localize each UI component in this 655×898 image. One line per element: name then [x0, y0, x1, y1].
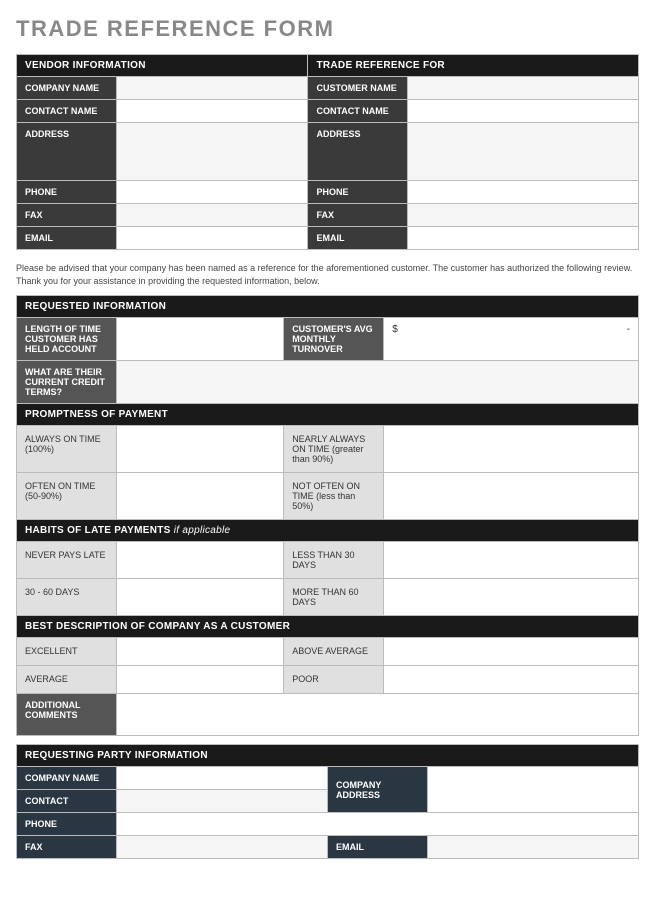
reference-section-header: TRADE REFERENCE FOR	[308, 55, 639, 77]
vendor-fax-value[interactable]	[117, 204, 308, 227]
req-email-label: EMAIL	[328, 836, 428, 859]
desc-poor-value[interactable]	[384, 666, 639, 694]
promptness-section-header: PROMPTNESS OF PAYMENT	[17, 404, 639, 426]
req-email-value[interactable]	[428, 836, 639, 859]
vendor-fax-label: FAX	[17, 204, 117, 227]
credit-terms-label: WHAT ARE THEIR CURRENT CREDIT TERMS?	[17, 361, 117, 404]
prompt-often-value[interactable]	[117, 473, 284, 520]
ref-phone-value[interactable]	[408, 181, 639, 204]
ref-email-label: EMAIL	[308, 227, 408, 250]
prompt-notoften-value[interactable]	[384, 473, 639, 520]
req-address-value[interactable]	[428, 767, 639, 813]
req-fax-label: FAX	[17, 836, 117, 859]
req-company-value[interactable]	[117, 767, 328, 790]
prompt-nearly-label: NEARLY ALWAYS ON TIME (greater than 90%)	[284, 426, 384, 473]
vendor-section-header: VENDOR INFORMATION	[17, 55, 308, 77]
ref-email-value[interactable]	[408, 227, 639, 250]
desc-average-label: AVERAGE	[17, 666, 117, 694]
vendor-reference-table: VENDOR INFORMATION TRADE REFERENCE FOR C…	[16, 54, 639, 250]
credit-terms-value[interactable]	[117, 361, 639, 404]
vendor-address-label: ADDRESS	[17, 123, 117, 181]
prompt-always-label: ALWAYS ON TIME (100%)	[17, 426, 117, 473]
late-less30-value[interactable]	[384, 542, 639, 579]
desc-average-value[interactable]	[117, 666, 284, 694]
late-3060-value[interactable]	[117, 579, 284, 616]
page-title: TRADE REFERENCE FORM	[16, 16, 639, 42]
comments-label: ADDITIONAL COMMENTS	[17, 694, 117, 736]
ref-phone-label: PHONE	[308, 181, 408, 204]
description-section-header: BEST DESCRIPTION OF COMPANY AS A CUSTOME…	[17, 616, 639, 638]
req-company-label: COMPANY NAME	[17, 767, 117, 790]
desc-aboveavg-value[interactable]	[384, 638, 639, 666]
vendor-company-value[interactable]	[117, 77, 308, 100]
prompt-nearly-value[interactable]	[384, 426, 639, 473]
turnover-currency: $	[392, 324, 398, 335]
req-phone-value[interactable]	[117, 813, 639, 836]
vendor-company-label: COMPANY NAME	[17, 77, 117, 100]
ref-contact-value[interactable]	[408, 100, 639, 123]
turnover-label: CUSTOMER'S AVG MONTHLY TURNOVER	[284, 318, 384, 361]
vendor-email-value[interactable]	[117, 227, 308, 250]
requesting-section-header: REQUESTING PARTY INFORMATION	[17, 745, 639, 767]
late-habits-header-text: HABITS OF LATE PAYMENTS	[25, 525, 171, 536]
instruction-text: Please be advised that your company has …	[16, 258, 639, 295]
ref-fax-value[interactable]	[408, 204, 639, 227]
desc-excellent-value[interactable]	[117, 638, 284, 666]
late-never-value[interactable]	[117, 542, 284, 579]
late-habits-section-header: HABITS OF LATE PAYMENTS if applicable	[17, 520, 639, 542]
late-more60-label: MORE THAN 60 DAYS	[284, 579, 384, 616]
late-more60-value[interactable]	[384, 579, 639, 616]
ref-fax-label: FAX	[308, 204, 408, 227]
turnover-value[interactable]: $ -	[384, 318, 639, 361]
late-less30-label: LESS THAN 30 DAYS	[284, 542, 384, 579]
req-contact-value[interactable]	[117, 790, 328, 813]
desc-aboveavg-label: ABOVE AVERAGE	[284, 638, 384, 666]
prompt-often-label: OFTEN ON TIME (50-90%)	[17, 473, 117, 520]
req-fax-value[interactable]	[117, 836, 328, 859]
prompt-notoften-label: NOT OFTEN ON TIME (less than 50%)	[284, 473, 384, 520]
vendor-address-value[interactable]	[117, 123, 308, 181]
ref-customer-label: CUSTOMER NAME	[308, 77, 408, 100]
late-habits-subtext: if applicable	[171, 525, 231, 536]
req-address-label: COMPANY ADDRESS	[328, 767, 428, 813]
vendor-phone-value[interactable]	[117, 181, 308, 204]
length-value[interactable]	[117, 318, 284, 361]
late-3060-label: 30 - 60 DAYS	[17, 579, 117, 616]
ref-address-label: ADDRESS	[308, 123, 408, 181]
prompt-always-value[interactable]	[117, 426, 284, 473]
late-never-label: NEVER PAYS LATE	[17, 542, 117, 579]
vendor-contact-label: CONTACT NAME	[17, 100, 117, 123]
requested-section-header: REQUESTED INFORMATION	[17, 296, 639, 318]
ref-contact-label: CONTACT NAME	[308, 100, 408, 123]
req-phone-label: PHONE	[17, 813, 117, 836]
desc-poor-label: POOR	[284, 666, 384, 694]
ref-address-value[interactable]	[408, 123, 639, 181]
length-label: LENGTH OF TIME CUSTOMER HAS HELD ACCOUNT	[17, 318, 117, 361]
requesting-party-table: REQUESTING PARTY INFORMATION COMPANY NAM…	[16, 744, 639, 859]
turnover-dash: -	[627, 324, 630, 335]
desc-excellent-label: EXCELLENT	[17, 638, 117, 666]
comments-value[interactable]	[117, 694, 639, 736]
vendor-phone-label: PHONE	[17, 181, 117, 204]
ref-customer-value[interactable]	[408, 77, 639, 100]
vendor-email-label: EMAIL	[17, 227, 117, 250]
req-contact-label: CONTACT	[17, 790, 117, 813]
vendor-contact-value[interactable]	[117, 100, 308, 123]
requested-info-table: REQUESTED INFORMATION LENGTH OF TIME CUS…	[16, 295, 639, 736]
